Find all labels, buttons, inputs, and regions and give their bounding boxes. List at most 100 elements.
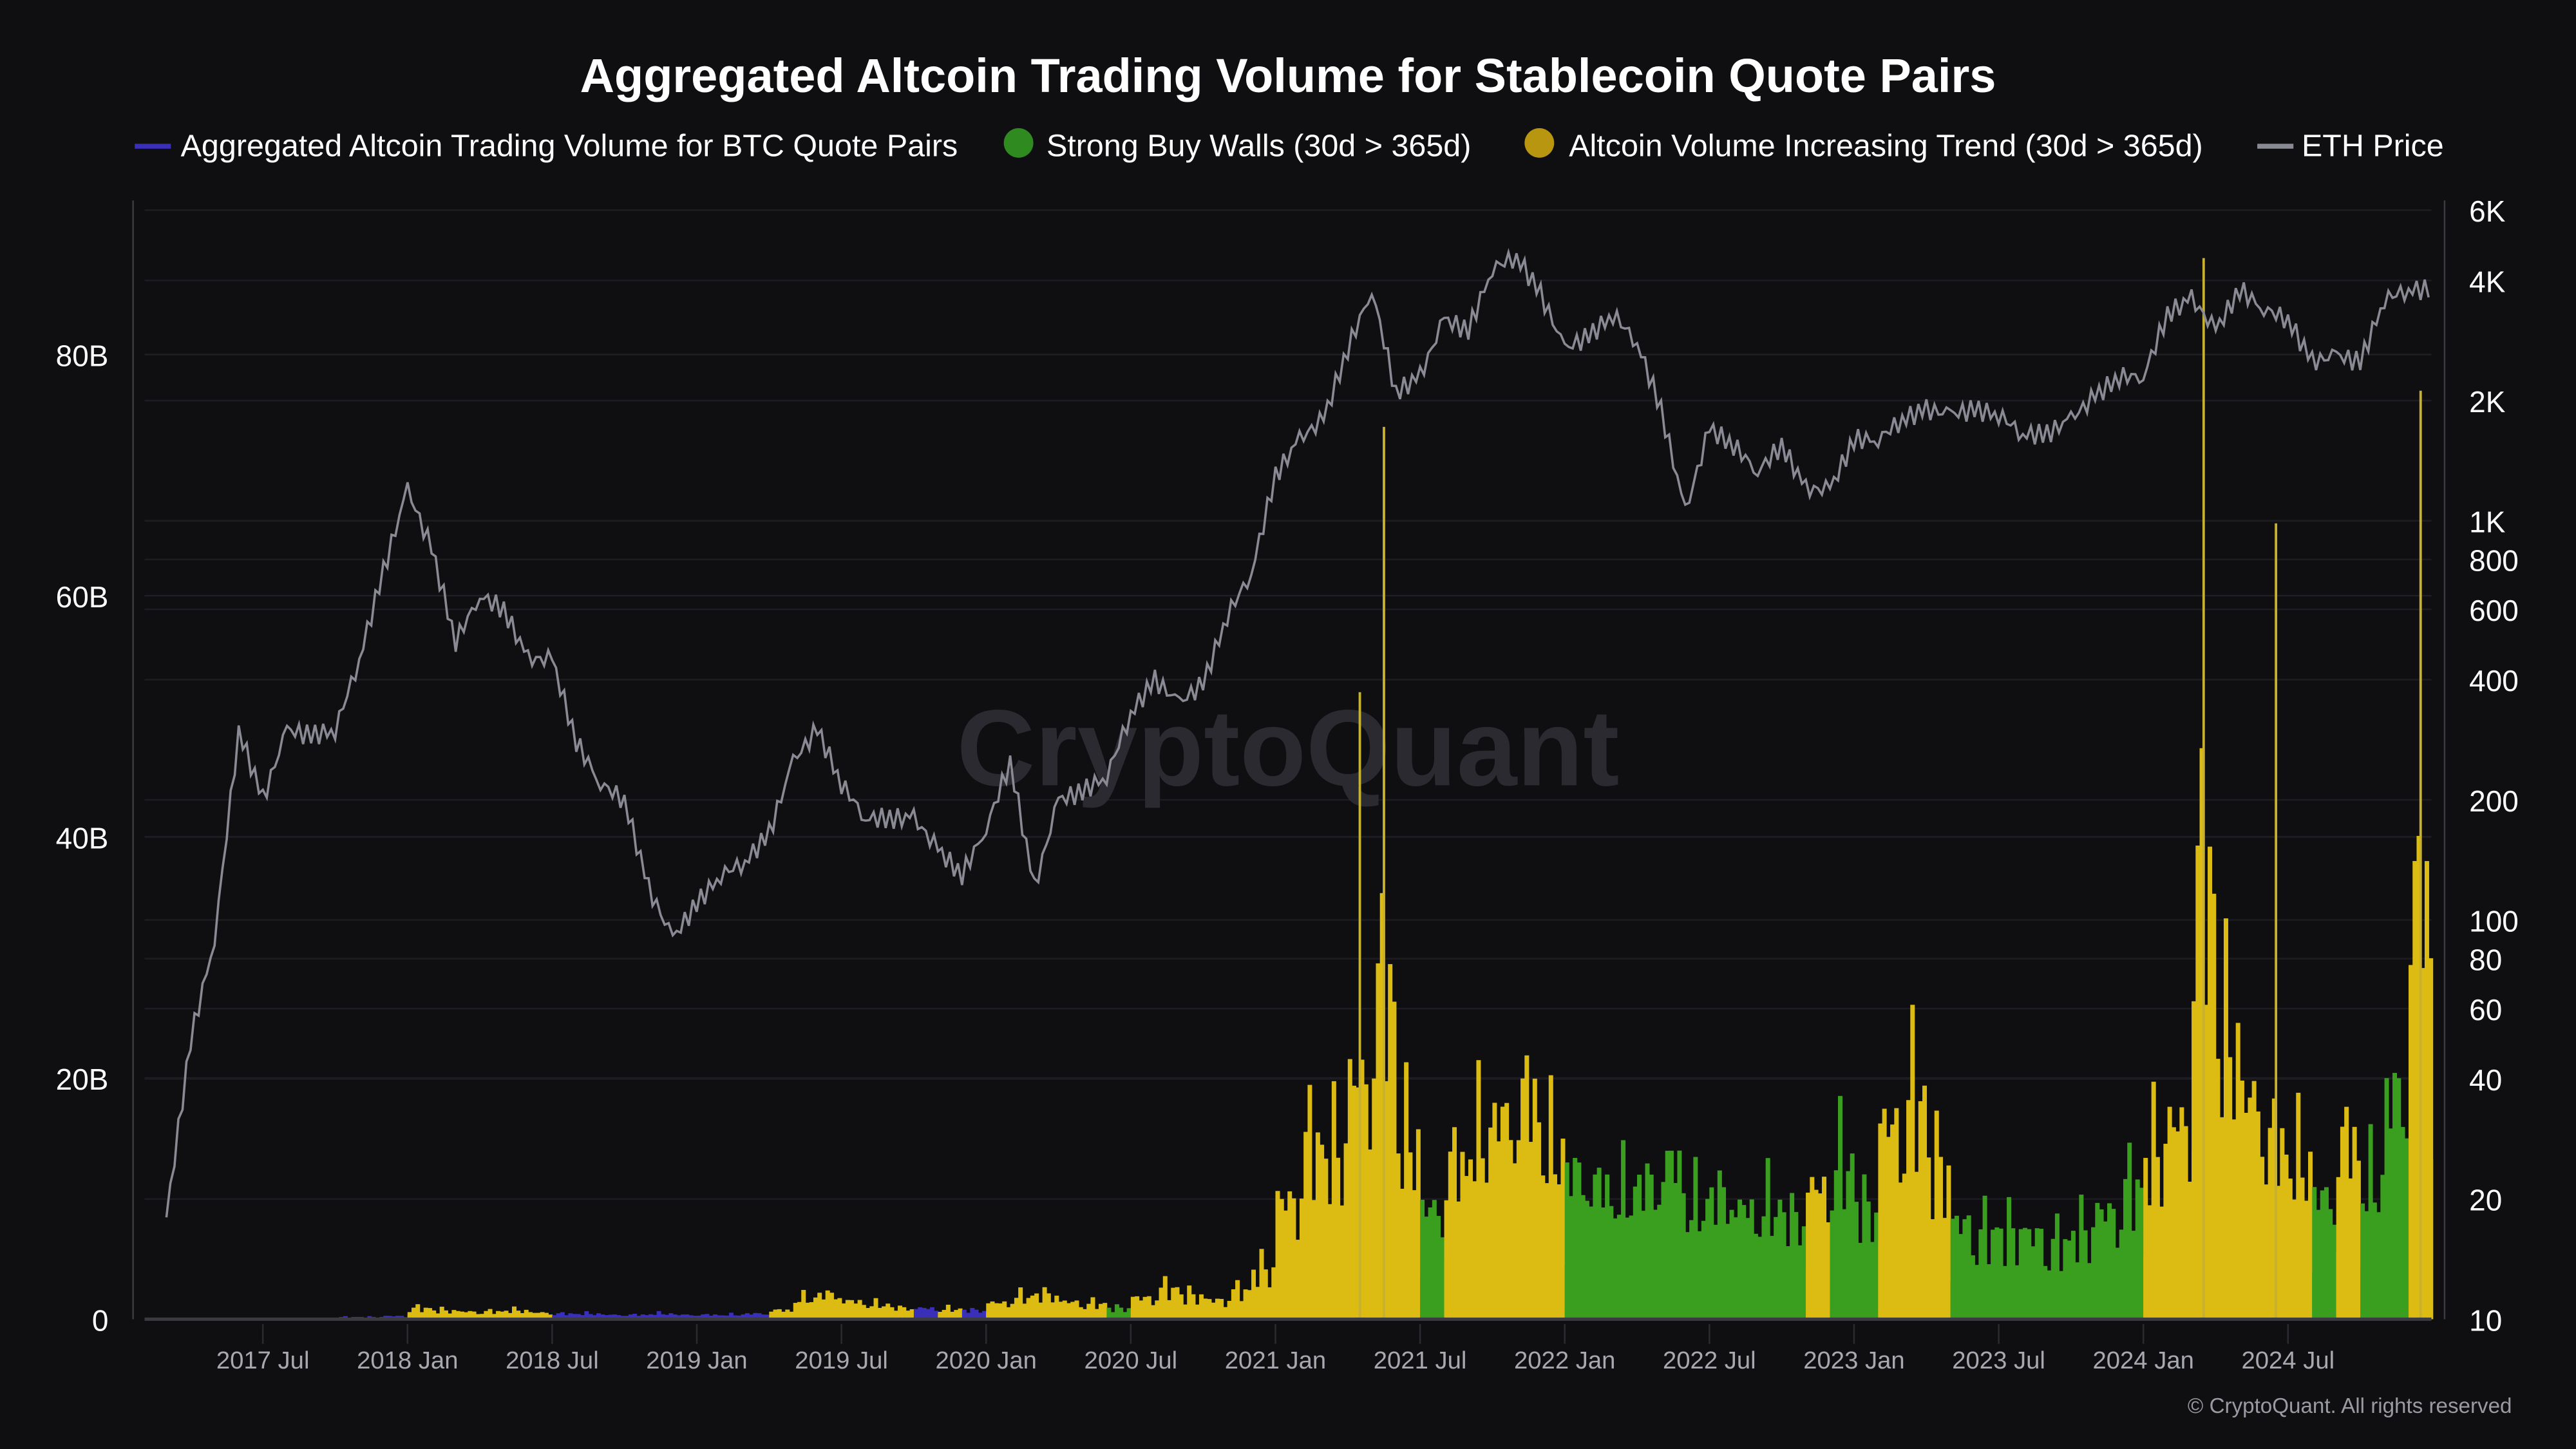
regime-fill (2360, 1268, 2385, 1320)
volume-bar (1886, 1137, 1891, 1320)
x-tick-label: 2017 Jul (216, 1347, 310, 1374)
regime-fill (1878, 1243, 1903, 1320)
volume-bar (1359, 1059, 1365, 1320)
volume-bar (516, 1311, 521, 1320)
volume-bar (1600, 1208, 1605, 1320)
legend-label-trend[interactable]: Altcoin Volume Increasing Trend (30d > 3… (1569, 128, 2202, 163)
volume-bar (383, 1316, 388, 1320)
volume-bar (512, 1306, 517, 1320)
regime-fill (2047, 1289, 2072, 1320)
volume-bar (1853, 1202, 1859, 1320)
volume-bar (2208, 846, 2213, 1320)
volume-bar (986, 1303, 991, 1320)
volume-bar (668, 1313, 674, 1320)
volume-bar (1862, 1174, 1867, 1320)
volume-bar (1379, 893, 1385, 1320)
volume-bar (897, 1305, 902, 1320)
volume-bar (2336, 1177, 2341, 1320)
volume-bar (395, 1316, 401, 1320)
volume-bar (1444, 1200, 1449, 1320)
volume-bar (1146, 1296, 1151, 1320)
regime-fill (769, 1316, 794, 1320)
regime-fill (1564, 1264, 1589, 1320)
volume-bar (1653, 1209, 1658, 1320)
volume-bar (616, 1315, 621, 1320)
volume-bar (1363, 1084, 1368, 1320)
volume-bar (813, 1297, 818, 1320)
volume-bar (2396, 1078, 2401, 1320)
volume-bar (1323, 1159, 1329, 1320)
volume-bar (1066, 1303, 1072, 1320)
volume-bar (1114, 1304, 1119, 1320)
x-tick-label: 2024 Jan (2092, 1347, 2193, 1374)
volume-bar (777, 1309, 782, 1320)
volume-bar (1725, 1224, 1730, 1320)
volume-bar (1822, 1177, 1827, 1320)
volume-spike (1358, 692, 1361, 1320)
legend-label-btc-volume[interactable]: Aggregated Altcoin Trading Volume for BT… (181, 128, 958, 163)
volume-bar (1018, 1287, 1023, 1320)
volume-bar (1271, 1267, 1276, 1320)
volume-bar (624, 1316, 629, 1320)
volume-bar (753, 1312, 758, 1320)
y-left-tick-label: 40B (56, 821, 109, 855)
right-y-axis: 10 20 40 60 80 100 200 400 600 800 1K 2K 4K 6K (2469, 194, 2519, 1337)
volume-bar (1717, 1170, 1722, 1320)
legend-label-eth-price[interactable]: ETH Price (2302, 128, 2444, 163)
volume-bar (1343, 1143, 1349, 1320)
volume-bar (2195, 846, 2201, 1320)
volume-bar (954, 1310, 959, 1320)
volume-bar (1689, 1220, 1694, 1320)
volume-bar (459, 1311, 464, 1320)
volume-bar (540, 1312, 545, 1320)
volume-bar (1026, 1298, 1031, 1320)
legend-marker-trend (1524, 128, 1555, 158)
y-right-tick-label: 200 (2469, 784, 2519, 818)
volume-bar (2099, 1209, 2104, 1320)
volume-bar (1014, 1298, 1019, 1320)
volume-bar (817, 1293, 822, 1320)
volume-bar (1424, 1217, 1429, 1320)
volume-bar (1283, 1210, 1288, 1320)
volume-bar (1753, 1233, 1758, 1320)
volume-bar (1649, 1174, 1654, 1320)
volume-bar (532, 1312, 537, 1320)
regime-fill (1733, 1276, 1758, 1320)
volume-bar (1215, 1298, 1220, 1320)
legend-label-buy-walls[interactable]: Strong Buy Walls (30d > 365d) (1046, 128, 1471, 163)
volume-bar (636, 1316, 641, 1320)
volume-bar (2255, 1111, 2260, 1320)
volume-bar (588, 1314, 593, 1320)
volume-bar (1894, 1108, 1899, 1320)
volume-bar (1432, 1200, 1437, 1320)
footer-copyright: © CryptoQuant. All rights reserved (2188, 1394, 2512, 1418)
y-right-tick-label: 2K (2469, 385, 2506, 419)
volume-bar (1677, 1150, 1682, 1320)
volume-bar (685, 1314, 690, 1320)
volume-bar (1468, 1159, 1473, 1320)
volume-bar (2211, 893, 2217, 1320)
volume-bar (2067, 1240, 2072, 1320)
y-left-tick-label: 80B (56, 339, 109, 372)
volume-bar (2179, 1107, 2184, 1320)
volume-bar (1074, 1300, 1079, 1320)
volume-bar (504, 1311, 509, 1320)
volume-bar (692, 1316, 697, 1320)
volume-bar (2304, 1200, 2309, 1320)
volume-bar (412, 1307, 417, 1320)
volume-bar (1745, 1218, 1750, 1320)
volume-bar (1139, 1300, 1144, 1320)
volume-bar (1596, 1168, 1602, 1320)
y-right-tick-label: 40 (2469, 1063, 2502, 1097)
volume-bar (2268, 1128, 2273, 1320)
volume-bar (1211, 1302, 1216, 1320)
volume-bar (797, 1302, 802, 1320)
volume-bar (2223, 918, 2228, 1320)
volume-bar (1661, 1182, 1666, 1320)
regime-fill (1227, 1308, 1252, 1320)
volume-bar (1890, 1124, 1895, 1320)
volume-bar (665, 1314, 670, 1320)
volume-bar (1721, 1187, 1727, 1320)
volume-bar (1352, 1085, 1357, 1320)
